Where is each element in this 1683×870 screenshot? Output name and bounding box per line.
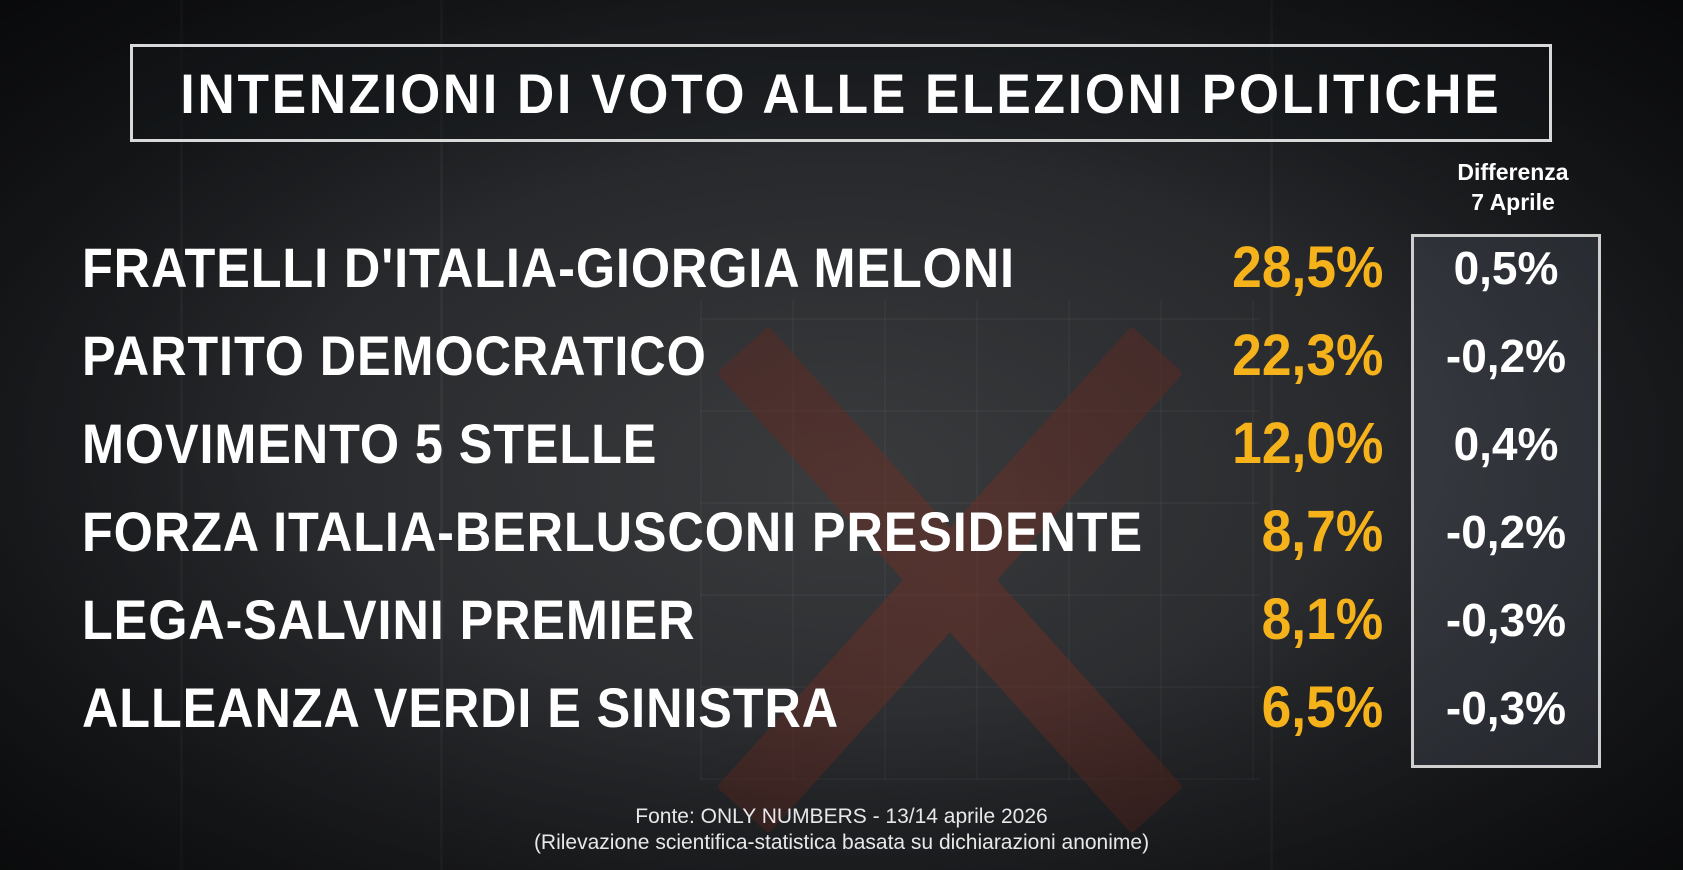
table-row: PARTITO DEMOCRATICO 22,3% -0,2% [0, 316, 1683, 396]
party-name: MOVIMENTO 5 STELLE [82, 412, 658, 475]
vote-percentage: 8,1% [1261, 587, 1383, 652]
title-box: INTENZIONI DI VOTO ALLE ELEZIONI POLITIC… [130, 44, 1552, 142]
vote-difference: -0,2% [1445, 330, 1567, 382]
party-name: ALLEANZA VERDI E SINISTRA [82, 676, 840, 739]
diff-header-line1: Differenza [1457, 159, 1569, 185]
page-title: INTENZIONI DI VOTO ALLE ELEZIONI POLITIC… [180, 61, 1502, 125]
vote-percentage: 28,5% [1231, 235, 1383, 300]
vote-percentage: 12,0% [1231, 411, 1383, 476]
source-line1: Fonte: ONLY NUMBERS - 13/14 aprile 2026 [635, 805, 1048, 828]
vote-percentage: 22,3% [1231, 323, 1383, 388]
vote-difference: -0,2% [1445, 506, 1567, 558]
table-row: MOVIMENTO 5 STELLE 12,0% 0,4% [0, 404, 1683, 484]
table-row: LEGA-SALVINI PREMIER 8,1% -0,3% [0, 580, 1683, 660]
table-row: FRATELLI D'ITALIA-GIORGIA MELONI 28,5% 0,5… [0, 228, 1683, 308]
diff-column-header: Differenza 7 Aprile [1418, 157, 1608, 217]
vote-difference: 0,4% [1453, 418, 1559, 470]
source-note: Fonte: ONLY NUMBERS - 13/14 aprile 2026 … [0, 804, 1683, 856]
party-name: LEGA-SALVINI PREMIER [82, 588, 696, 651]
party-name: FORZA ITALIA-BERLUSCONI PRESIDENTE [82, 500, 1144, 563]
vote-percentage: 8,7% [1261, 499, 1383, 564]
vote-percentage: 6,5% [1261, 675, 1383, 740]
diff-header-line2: 7 Aprile [1471, 189, 1555, 215]
source-line2: (Rilevazione scientifica-statistica basa… [533, 831, 1150, 854]
vote-difference: -0,3% [1445, 594, 1567, 646]
diff-column-box [1411, 234, 1601, 768]
vote-difference: 0,5% [1453, 242, 1559, 294]
vote-difference: -0,3% [1445, 682, 1567, 734]
party-name: FRATELLI D'ITALIA-GIORGIA MELONI [82, 236, 1015, 299]
table-row: FORZA ITALIA-BERLUSCONI PRESIDENTE 8,7% -0… [0, 492, 1683, 572]
party-name: PARTITO DEMOCRATICO [82, 324, 707, 387]
table-row: ALLEANZA VERDI E SINISTRA 6,5% -0,3% [0, 668, 1683, 748]
